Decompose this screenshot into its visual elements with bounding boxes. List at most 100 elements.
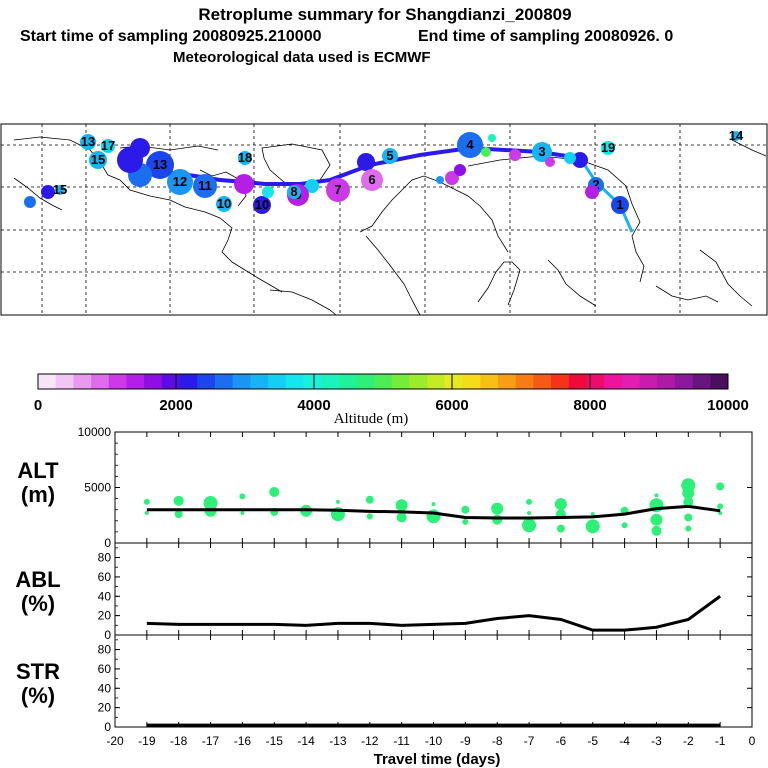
plume-blob (101, 139, 115, 153)
colorbar-cell (427, 374, 446, 389)
x-tick-label: -2 (683, 734, 694, 748)
y-tick-label: 60 (98, 570, 112, 584)
y-tick-label: 40 (98, 589, 112, 603)
track-label: 10 (255, 197, 269, 212)
plume-blob (361, 169, 383, 191)
colorbar-cell (551, 374, 570, 389)
colorbar-cell (179, 374, 198, 389)
plume-blob (238, 151, 252, 165)
colorbar-cell (285, 374, 304, 389)
panel-frame (114, 542, 753, 636)
plume-point (684, 513, 693, 522)
y-tick-label: 80 (98, 643, 112, 657)
y-tick-label: 80 (98, 551, 112, 565)
colorbar-cell (533, 374, 552, 389)
x-tick-label: -12 (361, 734, 379, 748)
plume-point (203, 496, 218, 511)
plume-blob (488, 134, 496, 142)
plume-point (269, 486, 280, 497)
plume-blob (24, 196, 36, 208)
figure-title: Retroplume summary for Shangdianzi_20080… (198, 5, 571, 24)
plume-point (461, 505, 470, 514)
track-label: 2 (592, 177, 599, 192)
plume-point (396, 512, 407, 523)
series-line (146, 504, 721, 520)
colorbar-cell (144, 374, 163, 389)
x-tick-label: -15 (266, 734, 284, 748)
plume-tracks: 123456798101011121315131718151914 (24, 128, 744, 233)
plume-point (621, 522, 628, 529)
plume-blob (545, 157, 555, 167)
plume-point (240, 511, 245, 516)
plume-point (492, 514, 503, 525)
colorbar-cell (586, 374, 605, 389)
colorbar-label: Altitude (m) (334, 411, 409, 427)
x-tick-label: 0 (749, 734, 756, 748)
plume-point (716, 482, 725, 491)
met-data-line: Meteorological data used is ECMWF (173, 49, 431, 66)
x-tick-label: -20 (106, 734, 124, 748)
colorbar-cell (568, 374, 587, 389)
plume-point (239, 493, 246, 500)
plume-blob (80, 134, 96, 150)
plume-blob (55, 185, 65, 195)
plume-blob (130, 138, 150, 158)
plume-point (366, 513, 373, 520)
track-label: 19 (601, 140, 615, 155)
plume-blob (436, 176, 444, 184)
plume-blob (564, 152, 576, 164)
colorbar-tick-label: 10000 (707, 397, 749, 414)
x-axis-label: Travel time (days) (374, 751, 501, 768)
y-tick-label: 0 (104, 628, 111, 642)
panel-label: STR (16, 659, 60, 684)
panel-frame (114, 634, 753, 728)
colorbar-tick-label: 8000 (573, 397, 606, 414)
plume-point (590, 512, 595, 517)
plume-point (144, 511, 149, 516)
x-tick-label: -14 (297, 734, 315, 748)
colorbar-cell (604, 374, 623, 389)
plume-blob (262, 186, 274, 198)
sampling-start: Start time of sampling 20080925.210000 (20, 28, 322, 45)
colorbar-cell (621, 374, 641, 389)
plume-point (585, 519, 600, 534)
altitude-colorbar: 0 2000 4000 6000 8000 10000 Altitude (m) (34, 373, 749, 427)
plume-blob (89, 151, 107, 169)
plume-blob (146, 151, 174, 179)
plume-point (174, 510, 183, 519)
x-tick-label: -4 (619, 734, 630, 748)
plume-blob (454, 164, 466, 176)
colorbar-tick-label: 0 (34, 397, 42, 414)
colorbar-cell (232, 374, 251, 389)
colorbar-cell (657, 374, 676, 389)
colorbar-cell (161, 374, 181, 389)
plume-point (654, 493, 659, 498)
track-label: 15 (53, 182, 67, 197)
panel-label: ALT (17, 458, 59, 483)
colorbar-cell (214, 374, 234, 389)
x-tick-label: -17 (202, 734, 220, 748)
track-label: 13 (153, 157, 167, 172)
colorbar-cell (268, 374, 287, 389)
colorbar-cell (108, 374, 127, 389)
plume-blob (167, 169, 193, 195)
plume-point (685, 525, 692, 532)
panel-label: ABL (15, 567, 60, 592)
colorbar-cell (444, 374, 464, 389)
sampling-end: End time of sampling 20080926. 0 (418, 28, 673, 45)
colorbar-cell (38, 374, 57, 389)
plume-blob (253, 196, 271, 214)
plume-blob (445, 171, 459, 185)
plume-point (491, 502, 504, 515)
x-tick-label: -5 (587, 734, 598, 748)
colorbar-cell (498, 374, 517, 389)
colorbar-cell (91, 374, 110, 389)
track-label: 1 (616, 197, 623, 212)
abl-panel: 0 20 40 60 80 ABL(%) (15, 542, 753, 642)
x-tick-label: -11 (393, 734, 410, 748)
x-tick-label: -18 (170, 734, 188, 748)
track-label: 14 (729, 128, 744, 143)
colorbar-cell (303, 374, 322, 389)
